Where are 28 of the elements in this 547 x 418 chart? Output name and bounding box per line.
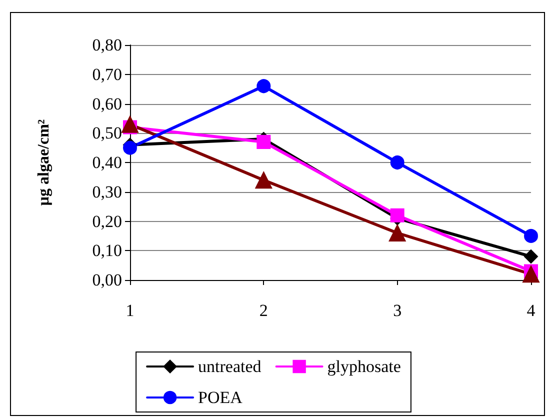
x-tick-label: 3 xyxy=(393,301,402,320)
legend-label: untreated xyxy=(198,357,262,376)
point xyxy=(256,79,271,94)
y-tick-label: 0,40 xyxy=(92,153,122,172)
point xyxy=(388,224,406,242)
x-tick-label: 2 xyxy=(259,301,268,320)
x-tick-label: 4 xyxy=(526,301,536,320)
y-tick-label: 0,20 xyxy=(92,212,122,231)
point xyxy=(255,172,272,189)
point xyxy=(524,250,538,264)
x-tick-label: 1 xyxy=(126,301,134,320)
point xyxy=(256,134,271,149)
point xyxy=(522,266,540,283)
y-tick-label: 0,70 xyxy=(92,64,122,84)
legend-label: glyphosate xyxy=(327,357,401,376)
point xyxy=(524,228,538,243)
y-axis-title: µg algae/cm² xyxy=(36,119,52,206)
point xyxy=(390,156,404,170)
point xyxy=(123,140,137,155)
point xyxy=(122,116,138,133)
y-tick-label: 0,10 xyxy=(92,241,122,260)
legend-label: POEA xyxy=(198,388,244,407)
y-tick-label: 0,00 xyxy=(92,270,122,290)
y-tick-label: 0,80 xyxy=(92,36,122,54)
point xyxy=(390,208,404,222)
y-tick-label: 0,60 xyxy=(92,94,122,114)
y-tick-label: 0,50 xyxy=(92,124,122,143)
y-tick-label: 0,30 xyxy=(92,182,122,202)
